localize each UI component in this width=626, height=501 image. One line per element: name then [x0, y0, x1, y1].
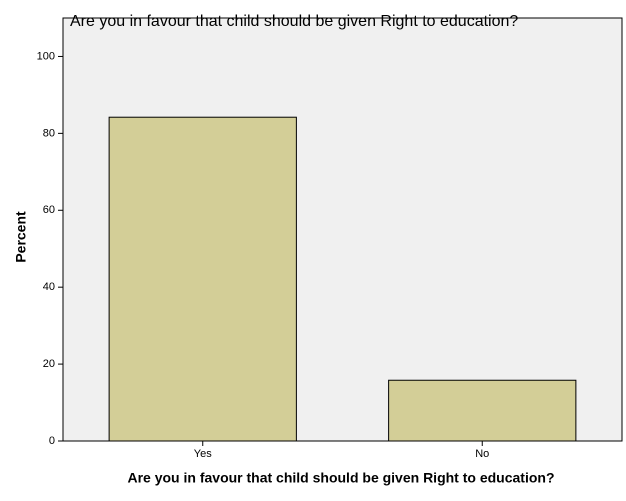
y-tick-label: 80	[43, 127, 55, 139]
y-axis-label: Percent	[13, 211, 29, 263]
bar	[388, 379, 577, 442]
x-tick-label: No	[475, 448, 489, 460]
x-tick-label: Yes	[194, 448, 212, 460]
y-tick-label: 60	[43, 204, 55, 216]
bar	[108, 116, 297, 442]
x-axis-label: Are you in favour that child should be g…	[127, 470, 554, 486]
y-tick-label: 40	[43, 281, 55, 293]
y-tick-label: 20	[43, 358, 55, 370]
y-tick-label: 0	[49, 435, 55, 447]
chart-title: Are you in favour that child should be g…	[70, 13, 518, 30]
y-tick-label: 100	[37, 50, 55, 62]
